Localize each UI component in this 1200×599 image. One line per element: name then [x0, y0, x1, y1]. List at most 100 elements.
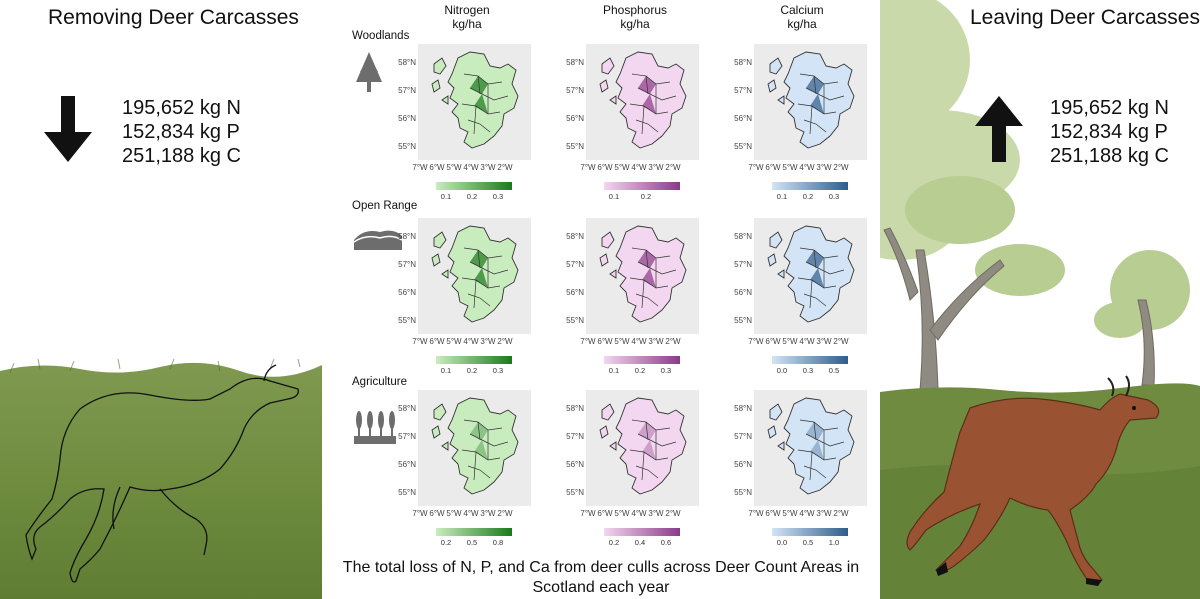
latitude-tick-label: 57°N — [398, 260, 416, 269]
longitude-tick-label: 3°W — [816, 163, 832, 172]
latitude-tick-label: 57°N — [734, 432, 752, 441]
longitude-tick-label: 4°W — [463, 509, 479, 518]
scotland-map-shape — [767, 51, 855, 149]
legend-tick-label: 0.2 — [466, 366, 478, 375]
legend-gradient-bar — [604, 528, 680, 536]
color-scale-legend: 0.0 0.5 1.0 — [746, 528, 906, 558]
trees-and-grass-right — [880, 0, 1200, 599]
latitude-tick-label: 58°N — [398, 232, 416, 241]
latitude-tick-label: 55°N — [734, 488, 752, 497]
legend-tick-label: 0.5 — [802, 538, 814, 547]
longitude-tick-label: 5°W — [446, 337, 462, 346]
map-agriculture-phosphorus: 58°N 57°N 56°N 55°N 7°W 6°W 5°W 4°W 3°W 2°W — [566, 390, 730, 518]
legend-tick-label: 0.4 — [634, 538, 646, 547]
longitude-tick-label: 3°W — [816, 337, 832, 346]
longitude-tick-label: 3°W — [480, 337, 496, 346]
latitude-tick-label: 56°N — [398, 288, 416, 297]
longitude-tick-label: 6°W — [597, 163, 613, 172]
legend-tick-label: 0.6 — [660, 538, 672, 547]
longitude-tick-label: 5°W — [614, 163, 630, 172]
legend-tick-label: 0.5 — [466, 538, 478, 547]
longitude-tick-label: 3°W — [480, 509, 496, 518]
legend-tick-label: 0.2 — [802, 192, 814, 201]
longitude-tick-label: 7°W — [580, 163, 596, 172]
right-total-n: 195,652 kg N — [1050, 97, 1169, 119]
longitude-tick-label: 4°W — [799, 163, 815, 172]
longitude-tick-label: 6°W — [765, 163, 781, 172]
legend-tick-label: 0.8 — [492, 538, 504, 547]
latitude-tick-label: 56°N — [566, 114, 584, 123]
map-woodlands-calcium: 58°N 57°N 56°N 55°N 7°W 6°W 5°W 4°W 3°W 2°W — [734, 44, 898, 172]
latitude-tick-label: 55°N — [734, 142, 752, 151]
longitude-tick-label: 7°W — [412, 509, 428, 518]
longitude-tick-label: 4°W — [799, 509, 815, 518]
latitude-tick-label: 57°N — [566, 432, 584, 441]
longitude-tick-label: 5°W — [782, 509, 798, 518]
legend-tick-label: 0.5 — [828, 366, 840, 375]
longitude-tick-label: 6°W — [765, 509, 781, 518]
color-scale-legend: 0.0 0.3 0.5 — [746, 356, 906, 386]
legend-gradient-bar — [604, 182, 680, 190]
hills-icon — [354, 230, 402, 250]
latitude-tick-label: 56°N — [734, 460, 752, 469]
map-agriculture-nitrogen: 58°N 57°N 56°N 55°N 7°W 6°W 5°W 4°W 3°W 2°W — [398, 390, 562, 518]
longitude-tick-label: 4°W — [631, 509, 647, 518]
latitude-tick-label: 56°N — [734, 114, 752, 123]
longitude-tick-label: 4°W — [631, 163, 647, 172]
crops-icon — [354, 411, 396, 444]
left-total-c: 251,188 kg C — [122, 145, 241, 167]
tree-icon — [356, 52, 382, 92]
row-label-woodlands: Woodlands — [352, 30, 410, 42]
row-label-agriculture: Agriculture — [352, 376, 407, 388]
legend-gradient-bar — [604, 356, 680, 364]
longitude-tick-label: 2°W — [665, 337, 681, 346]
color-scale-legend: 0.1 0.2 0.3 — [746, 182, 906, 212]
legend-gradient-bar — [436, 528, 512, 536]
longitude-tick-label: 6°W — [429, 337, 445, 346]
longitude-tick-label: 4°W — [463, 163, 479, 172]
latitude-tick-label: 55°N — [398, 488, 416, 497]
left-total-n: 195,652 kg N — [122, 97, 241, 119]
legend-tick-label: 0.3 — [828, 192, 840, 201]
latitude-tick-label: 58°N — [398, 58, 416, 67]
map-figure: Nitrogen kg/ha Phosphorus kg/ha Calcium … — [322, 0, 880, 599]
longitude-tick-label: 5°W — [782, 337, 798, 346]
map-open-range-phosphorus: 58°N 57°N 56°N 55°N 7°W 6°W 5°W 4°W 3°W 2°W — [566, 218, 730, 346]
longitude-tick-label: 6°W — [429, 509, 445, 518]
latitude-tick-label: 55°N — [566, 488, 584, 497]
longitude-tick-label: 3°W — [480, 163, 496, 172]
longitude-tick-label: 6°W — [597, 509, 613, 518]
latitude-tick-label: 55°N — [566, 316, 584, 325]
longitude-tick-label: 3°W — [648, 509, 664, 518]
legend-tick-label: 0.3 — [802, 366, 814, 375]
color-scale-legend: 0.1 0.2 0.3 — [578, 356, 738, 386]
legend-tick-label: 0.2 — [466, 192, 478, 201]
longitude-tick-label: 5°W — [446, 163, 462, 172]
longitude-tick-label: 7°W — [580, 509, 596, 518]
right-totals: 195,652 kg N 152,834 kg P 251,188 kg C — [1050, 96, 1169, 168]
right-total-c: 251,188 kg C — [1050, 145, 1169, 167]
figure-caption: The total loss of N, P, and Ca from deer… — [342, 559, 860, 596]
longitude-tick-label: 3°W — [648, 337, 664, 346]
legend-tick-label: 0.1 — [440, 192, 452, 201]
legend-gradient-bar — [772, 528, 848, 536]
longitude-tick-label: 5°W — [446, 509, 462, 518]
scotland-map-shape — [599, 397, 687, 495]
right-total-p: 152,834 kg P — [1050, 121, 1168, 143]
latitude-tick-label: 55°N — [398, 142, 416, 151]
longitude-tick-label: 7°W — [748, 337, 764, 346]
longitude-tick-label: 7°W — [412, 337, 428, 346]
legend-gradient-bar — [436, 356, 512, 364]
legend-tick-label: 0.2 — [440, 538, 452, 547]
scotland-map-shape — [767, 225, 855, 323]
down-arrow-icon — [44, 96, 92, 162]
legend-gradient-bar — [772, 182, 848, 190]
map-woodlands-nitrogen: 58°N 57°N 56°N 55°N 7°W 6°W 5°W 4°W 3°W 2°W — [398, 44, 562, 172]
color-scale-legend: 0.1 0.2 0.3 — [410, 182, 570, 212]
legend-tick-label: 0.3 — [492, 192, 504, 201]
grass-field-left — [0, 359, 322, 599]
legend-tick-label: 0.2 — [608, 538, 620, 547]
latitude-tick-label: 57°N — [734, 86, 752, 95]
latitude-tick-label: 57°N — [566, 86, 584, 95]
legend-tick-label: 0.1 — [608, 366, 620, 375]
